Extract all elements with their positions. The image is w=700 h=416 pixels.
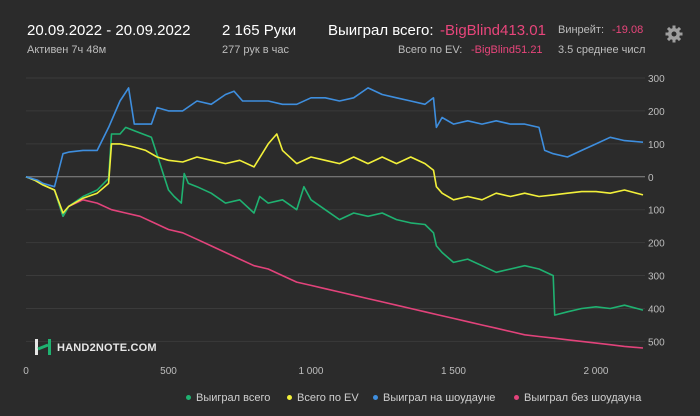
legend-item-ev-total[interactable]: Всего по EV [287, 392, 359, 404]
legend-label: Выиграл на шоудауне [383, 392, 496, 404]
series-lines [25, 87, 644, 349]
date-range: 20.09.2022 - 20.09.2022 [27, 22, 191, 39]
legend-dot-icon [514, 394, 519, 400]
legend-dot-icon [186, 394, 191, 400]
y-tick-label: 200 [648, 239, 665, 250]
y-tick-label: 100 [648, 206, 665, 217]
x-tick-label: 1 500 [441, 366, 466, 377]
grid-lines [26, 77, 645, 342]
chart-legend: Выиграл всего Всего по EV Выиграл на шоу… [0, 392, 700, 410]
legend-item-showdown[interactable]: Выиграл на шоудауне [373, 392, 495, 404]
won-total-value: -BigBlind413.01 [440, 22, 546, 39]
hand2note-logo-text: HAND2NOTE.COM [57, 342, 157, 354]
active-time: Активен 7ч 48м [27, 44, 107, 56]
settings-gear-icon[interactable] [664, 24, 684, 44]
ev-total-line [25, 133, 644, 214]
stats-header: 20.09.2022 - 20.09.2022 Активен 7ч 48м 2… [0, 0, 700, 70]
y-tick-label: 300 [648, 74, 665, 85]
avg-players: 3.5 среднее числ [558, 44, 646, 56]
y-tick-label: 500 [648, 337, 665, 348]
legend-dot-icon [373, 394, 378, 400]
ev-total-value: -BigBlind51.21 [471, 44, 543, 56]
ev-total-label: Всего по EV: [398, 44, 463, 56]
hands-count: 2 165 Руки [222, 22, 297, 39]
legend-label: Выиграл без шоудауна [524, 392, 642, 404]
non-showdown-line [25, 176, 644, 349]
x-tick-label: 500 [160, 366, 177, 377]
y-tick-label: 200 [648, 107, 665, 118]
showdown-line [25, 87, 644, 188]
y-axis-ticks: 300 200 100 0 100 200 300 400 500 [648, 74, 665, 348]
legend-label: Выиграл всего [196, 392, 271, 404]
y-tick-label: 300 [648, 272, 665, 283]
winrate-label: Винрейт: [558, 24, 605, 36]
won-total-line [25, 126, 644, 316]
hand2note-logo-icon [35, 339, 51, 355]
legend-dot-icon [287, 394, 292, 400]
x-tick-label: 0 [23, 366, 29, 377]
legend-item-non-showdown[interactable]: Выиграл без шоудауна [514, 392, 641, 404]
won-total-label: Выиграл всего: [328, 22, 434, 39]
y-tick-label: 400 [648, 304, 665, 315]
hands-per-hour: 277 рук в час [222, 44, 290, 56]
y-tick-label: 0 [648, 173, 654, 184]
x-axis-ticks: 0 500 1 000 1 500 2 000 [23, 366, 609, 377]
hand2note-logo: HAND2NOTE.COM [33, 337, 163, 359]
winrate-value: -19.08 [612, 24, 644, 36]
y-tick-label: 100 [648, 140, 665, 151]
x-tick-label: 1 000 [298, 366, 323, 377]
legend-item-won-total[interactable]: Выиграл всего [186, 392, 270, 404]
legend-label: Всего по EV [297, 392, 359, 404]
x-tick-label: 2 000 [583, 366, 608, 377]
